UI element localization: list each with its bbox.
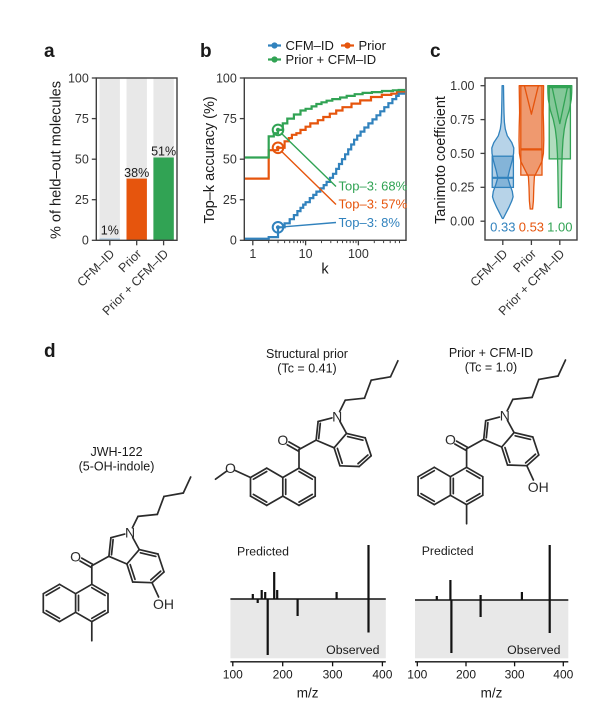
svg-text:Observed: Observed	[507, 643, 560, 657]
svg-text:N: N	[500, 408, 510, 424]
svg-text:25: 25	[75, 193, 89, 207]
svg-text:m/z: m/z	[481, 686, 503, 701]
svg-text:(Tc = 0.41): (Tc = 0.41)	[277, 362, 336, 376]
svg-text:200: 200	[273, 668, 293, 682]
svg-text:100: 100	[68, 71, 89, 85]
svg-text:JWH-122: JWH-122	[90, 445, 142, 459]
svg-text:Prior + CFM-ID: Prior + CFM-ID	[449, 346, 533, 360]
svg-text:O: O	[277, 432, 288, 448]
svg-text:1.00: 1.00	[450, 79, 474, 93]
svg-text:Top–k accuracy (%): Top–k accuracy (%)	[202, 96, 218, 223]
svg-text:Predicted: Predicted	[422, 544, 474, 558]
svg-text:Prior: Prior	[359, 38, 387, 53]
svg-text:a: a	[44, 41, 55, 62]
svg-text:Structural prior: Structural prior	[266, 347, 348, 361]
svg-text:50: 50	[75, 153, 89, 167]
svg-text:0.25: 0.25	[450, 181, 474, 195]
svg-text:0.75: 0.75	[450, 113, 474, 127]
svg-text:38%: 38%	[124, 166, 149, 180]
svg-text:300: 300	[323, 668, 343, 682]
svg-text:25: 25	[223, 193, 237, 207]
svg-text:75: 75	[223, 112, 237, 126]
svg-text:N: N	[332, 408, 342, 424]
svg-text:0.50: 0.50	[450, 147, 474, 161]
svg-text:50: 50	[223, 153, 237, 167]
svg-text:400: 400	[553, 668, 573, 682]
svg-text:1%: 1%	[101, 224, 119, 238]
svg-text:100: 100	[348, 247, 369, 261]
svg-text:Prior + CFM–ID: Prior + CFM–ID	[286, 52, 377, 67]
svg-text:10: 10	[299, 247, 313, 261]
svg-text:200: 200	[456, 668, 476, 682]
svg-text:100: 100	[216, 71, 237, 85]
svg-text:O: O	[70, 548, 81, 564]
svg-text:O: O	[445, 431, 456, 447]
svg-text:400: 400	[372, 668, 392, 682]
svg-text:Predicted: Predicted	[237, 545, 289, 559]
svg-text:% of held–out molecules: % of held–out molecules	[49, 81, 65, 239]
svg-text:b: b	[200, 41, 212, 62]
svg-text:Observed: Observed	[326, 643, 379, 657]
svg-text:1.00: 1.00	[547, 220, 572, 235]
svg-text:N: N	[125, 525, 135, 541]
svg-text:Tanimoto coefficient: Tanimoto coefficient	[433, 96, 449, 224]
svg-text:300: 300	[505, 668, 525, 682]
svg-text:51%: 51%	[151, 145, 176, 159]
svg-text:1: 1	[249, 247, 256, 261]
svg-text:c: c	[430, 41, 441, 62]
svg-text:(5-OH-indole): (5-OH-indole)	[79, 460, 155, 474]
svg-text:Top–3: 8%: Top–3: 8%	[339, 215, 401, 230]
svg-text:0.53: 0.53	[519, 220, 544, 235]
svg-text:100: 100	[407, 668, 427, 682]
svg-text:CFM–ID: CFM–ID	[75, 247, 118, 290]
svg-text:0.33: 0.33	[490, 220, 515, 235]
svg-text:100: 100	[223, 668, 243, 682]
svg-text:d: d	[44, 341, 56, 362]
svg-text:0: 0	[82, 234, 89, 248]
svg-text:Top–3: 57%: Top–3: 57%	[339, 197, 408, 212]
svg-text:0.00: 0.00	[450, 215, 474, 229]
svg-text:0: 0	[230, 234, 237, 248]
svg-text:O: O	[225, 460, 236, 476]
svg-text:CFM–ID: CFM–ID	[468, 247, 511, 290]
svg-text:k: k	[321, 262, 329, 278]
svg-text:OH: OH	[528, 479, 549, 495]
svg-text:(Tc = 1.0): (Tc = 1.0)	[465, 361, 517, 375]
svg-text:m/z: m/z	[297, 686, 319, 701]
svg-text:75: 75	[75, 112, 89, 126]
svg-text:Top–3: 68%: Top–3: 68%	[339, 179, 408, 194]
svg-text:CFM–ID: CFM–ID	[286, 38, 334, 53]
svg-text:OH: OH	[153, 596, 174, 612]
